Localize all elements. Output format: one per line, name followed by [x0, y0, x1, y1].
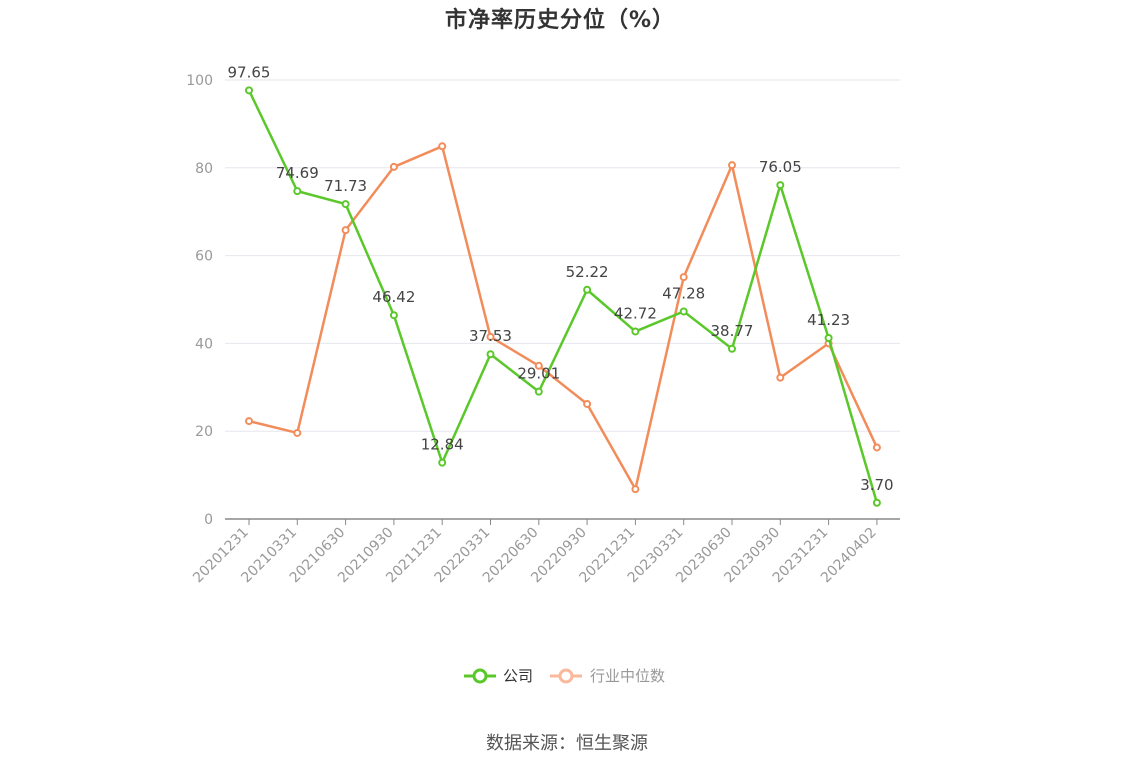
- data-label-company: 52.22: [566, 263, 609, 281]
- legend-item-industry[interactable]: 行业中位数: [550, 667, 665, 685]
- data-labels: 97.65 74.69 71.73 46.42 12.84 37.53 29.01 52.22…: [228, 63, 894, 493]
- data-point-industry[interactable]: [631, 485, 640, 494]
- legend-company-label: 公司: [503, 667, 533, 685]
- y-tick-label: 100: [186, 73, 213, 89]
- data-point-company[interactable]: [293, 187, 302, 196]
- data-point-company[interactable]: [245, 86, 253, 95]
- data-point-industry[interactable]: [872, 443, 881, 452]
- data-point-company[interactable]: [631, 327, 640, 336]
- data-point-industry[interactable]: [389, 162, 398, 171]
- data-point-industry[interactable]: [776, 373, 785, 382]
- data-label-company: 47.28: [662, 284, 705, 302]
- legend-industry-marker-icon: [558, 668, 574, 684]
- data-point-company[interactable]: [583, 285, 592, 294]
- data-point-company[interactable]: [341, 200, 350, 209]
- data-point-industry[interactable]: [245, 417, 253, 426]
- data-point-industry[interactable]: [486, 332, 495, 341]
- y-tick-label: 0: [204, 512, 213, 528]
- data-label-company: 74.69: [276, 164, 319, 182]
- data-label-company: 76.05: [759, 158, 802, 176]
- data-label-company: 37.53: [469, 327, 512, 345]
- data-point-company[interactable]: [824, 334, 833, 343]
- data-point-industry[interactable]: [438, 142, 447, 151]
- data-point-company[interactable]: [679, 307, 688, 316]
- data-point-company[interactable]: [776, 181, 785, 190]
- data-point-company[interactable]: [486, 350, 495, 359]
- y-tick-label: 80: [195, 161, 213, 177]
- data-point-company[interactable]: [438, 458, 447, 467]
- grid-lines: [225, 79, 900, 432]
- data-point-company[interactable]: [389, 311, 398, 320]
- data-label-company: 42.72: [614, 304, 657, 322]
- data-label-company: 46.42: [372, 288, 415, 306]
- y-tick-label: 40: [195, 336, 213, 352]
- data-label-company: 38.77: [711, 322, 754, 340]
- data-point-industry[interactable]: [341, 226, 350, 235]
- data-label-company: 97.65: [228, 63, 271, 81]
- data-point-company[interactable]: [534, 387, 543, 396]
- axes: 0204060801002020123120210331202106302021…: [186, 73, 900, 586]
- data-label-company: 41.23: [807, 311, 850, 329]
- data-point-industry[interactable]: [583, 399, 592, 408]
- series-lines: [245, 86, 881, 507]
- y-tick-label: 60: [195, 249, 213, 265]
- series-line-company: [247, 89, 879, 504]
- data-point-industry[interactable]: [534, 361, 543, 370]
- data-point-industry[interactable]: [728, 161, 736, 170]
- data-point-company[interactable]: [728, 344, 736, 353]
- data-label-company: 71.73: [324, 177, 367, 195]
- data-point-industry[interactable]: [679, 273, 688, 282]
- legend-industry-label: 行业中位数: [590, 667, 665, 685]
- data-point-company[interactable]: [872, 498, 881, 507]
- series-line-industry: [248, 145, 879, 491]
- y-tick-label: 20: [195, 424, 213, 440]
- legend-company-marker-icon: [472, 668, 488, 684]
- data-label-company: 29.01: [517, 365, 560, 383]
- data-label-company: 12.84: [421, 436, 464, 454]
- data-label-company: 3.70: [860, 476, 893, 494]
- legend[interactable]: 公司 行业中位数: [464, 667, 665, 685]
- legend-item-company[interactable]: 公司: [464, 667, 533, 685]
- chart-title: 市净率历史分位（%）: [444, 8, 676, 33]
- data-source-note: 数据来源：恒生聚源: [486, 733, 648, 754]
- data-point-industry[interactable]: [293, 428, 302, 437]
